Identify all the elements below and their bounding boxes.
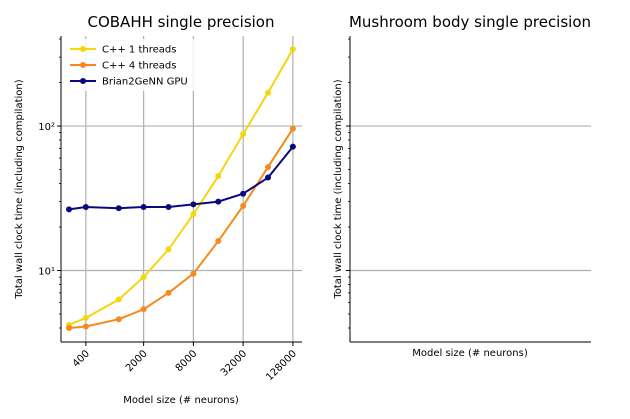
data-point — [240, 190, 247, 197]
x-axis-label: Model size (# neurons) — [412, 348, 528, 359]
data-point — [140, 274, 147, 281]
data-point — [215, 173, 222, 180]
data-point — [215, 238, 222, 245]
data-point — [115, 296, 122, 303]
series-line — [68, 146, 294, 211]
axes — [60, 36, 302, 343]
series-line — [68, 48, 294, 326]
data-point — [66, 324, 73, 331]
legend-label: C++ 4 threads — [102, 61, 176, 72]
data-point — [66, 206, 73, 213]
data-point — [265, 174, 272, 181]
legend: C++ 1 threads C++ 4 threads Brian2GeNN GPU — [66, 39, 200, 91]
data-point — [165, 289, 172, 296]
chart-title: COBAHH single precision — [87, 13, 274, 31]
legend-label: C++ 1 threads — [102, 45, 176, 56]
x-tick-label: 128000 — [264, 348, 299, 383]
legend-label: Brian2GeNN GPU — [102, 77, 188, 88]
data-point — [289, 125, 296, 132]
x-tick-label: 8000 — [174, 348, 200, 374]
data-point — [140, 204, 147, 211]
axes — [349, 36, 591, 343]
chart-mushroom-body: Mushroom body single precision Model siz… — [333, 13, 591, 359]
x-axis-label: Model size (# neurons) — [123, 395, 239, 406]
data-point — [265, 89, 272, 96]
x-tick-label: 32000 — [219, 348, 249, 378]
data-point — [240, 202, 247, 209]
data-point — [190, 270, 197, 277]
data-point — [215, 198, 222, 205]
tick-labels — [346, 38, 350, 329]
y-axis-label: Total wall clock time (including compila… — [14, 79, 25, 299]
legend-marker — [80, 46, 86, 52]
data-point — [82, 204, 89, 211]
x-tick-label: 400 — [71, 348, 92, 369]
data-point — [165, 246, 172, 253]
y-tick-label: 10¹ — [38, 267, 55, 278]
y-tick-label: 10² — [38, 122, 55, 133]
data-point — [115, 205, 122, 212]
data-point — [165, 204, 172, 211]
data-point — [140, 306, 147, 313]
data-point — [115, 316, 122, 323]
legend-marker — [80, 78, 86, 84]
x-tick-label: 2000 — [124, 348, 150, 374]
legend-marker — [80, 62, 86, 68]
y-axis-label: Total wall clock time (including compila… — [333, 79, 344, 299]
series-lines — [66, 46, 296, 331]
data-point — [265, 164, 272, 171]
data-point — [190, 211, 197, 218]
data-point — [82, 323, 89, 330]
series-line — [68, 128, 294, 329]
data-point — [82, 314, 89, 321]
data-point — [240, 131, 247, 138]
data-point — [289, 143, 296, 150]
data-point — [289, 46, 296, 53]
data-point — [190, 201, 197, 208]
chart-cobahh: COBAHH single precision 400 2000 8000 32000… — [14, 13, 302, 406]
grid — [350, 125, 591, 272]
chart-title: Mushroom body single precision — [349, 13, 591, 31]
